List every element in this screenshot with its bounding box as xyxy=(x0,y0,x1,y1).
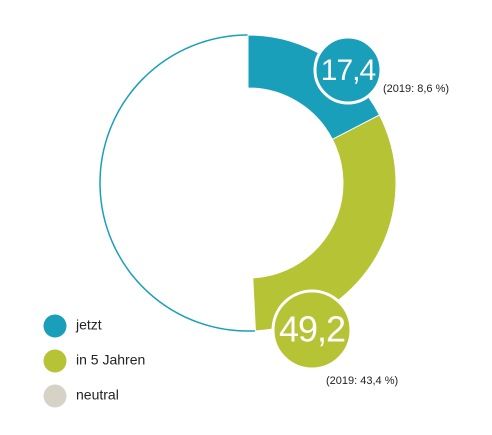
value-label: 49,2 xyxy=(279,309,345,350)
legend-swatch xyxy=(43,314,67,338)
legend-swatch xyxy=(43,384,67,408)
legend-label: neutral xyxy=(76,387,119,403)
value-bubble xyxy=(271,289,353,371)
annotation: (2019: 8,6 %) xyxy=(383,83,449,95)
legend-swatch xyxy=(43,349,67,373)
legend-label: in 5 Jahren xyxy=(76,352,145,368)
value-bubble xyxy=(313,35,383,105)
donut-segment xyxy=(247,34,381,141)
neutral-arc xyxy=(99,34,256,332)
value-label: 17,4 xyxy=(321,54,376,87)
legend-label: jetzt xyxy=(75,317,102,333)
annotation: (2019: 43,4 %) xyxy=(326,375,398,387)
